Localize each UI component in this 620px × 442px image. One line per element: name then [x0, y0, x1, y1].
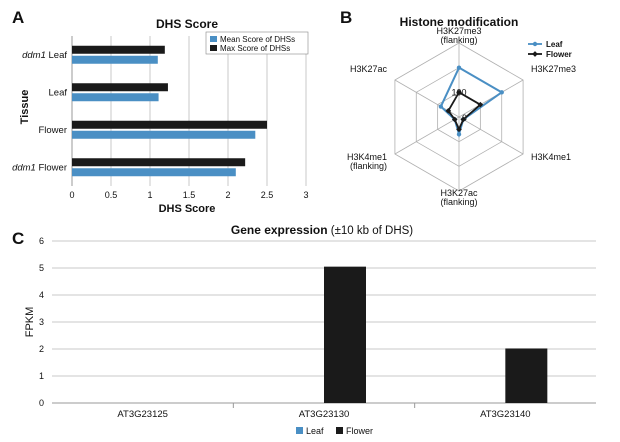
category-label: ddm1 Flower [12, 162, 67, 173]
radar-axis-label-line: (flanking) [440, 197, 477, 207]
category-label: Flower [38, 125, 67, 136]
bar-max-score [72, 45, 165, 54]
gene-expression-title-suffix: (±10 kb of DHS) [328, 225, 414, 237]
category-label-text: Flower [38, 125, 67, 136]
category-label-text: Leaf [46, 50, 67, 61]
radar-axis-label-line: (flanking) [440, 35, 477, 45]
y-tick-label: 0 [39, 398, 44, 408]
legend-swatch [296, 427, 303, 434]
legend-label: Leaf [546, 40, 563, 49]
bar-flower [324, 266, 366, 403]
category-label: Leaf [49, 87, 68, 98]
x-tick-label: 2 [225, 190, 230, 200]
y-tick-label: 5 [39, 263, 44, 273]
y-tick-label: 3 [39, 317, 44, 327]
fpkm-ylabel: FPKM [24, 307, 36, 338]
radar-axis-label-line: H3K27me3 [436, 26, 481, 36]
legend-label: Mean Score of DHSs [220, 35, 295, 44]
bar-mean-score [72, 55, 158, 64]
category-label-italic: ddm1 [12, 162, 36, 173]
radar-axis-label: H3K4me1 [531, 152, 571, 162]
radar-axis-label-line: H3K27ac [440, 188, 478, 198]
bar-flower [505, 348, 548, 403]
bar-mean-score [72, 130, 256, 139]
radar-point-flower [477, 101, 484, 108]
radar-axis-label: H3K4me1 (flanking) [347, 152, 387, 171]
x-tick-label: 0.5 [105, 190, 118, 200]
bar-max-score [72, 83, 168, 92]
gene-expression-title: Gene expression (±10 kb of DHS) [231, 223, 413, 237]
radar-axis-label-line: H3K27me3 [531, 64, 576, 74]
histone-radar-chart: Histone modification 0100H3K27me3(flanki… [347, 15, 576, 207]
panel-label-b: B [340, 8, 352, 27]
category-label: AT3G23140 [480, 409, 531, 420]
radar-point-leaf [438, 104, 444, 109]
legend-marker [532, 51, 538, 57]
bar-max-score [72, 120, 267, 129]
panel-label-a: A [12, 8, 24, 27]
category-label: ddm1 Leaf [22, 50, 67, 61]
radar-point-leaf [456, 132, 462, 137]
category-label: AT3G23125 [117, 409, 168, 420]
radar-point-flower [445, 108, 452, 114]
legend-label: Flower [346, 426, 373, 436]
y-tick-label: 4 [39, 290, 44, 300]
radar-axis-label-line: H3K4me1 [347, 152, 387, 162]
radar-axis-label: H3K27me3 [531, 64, 576, 74]
y-tick-label: 1 [39, 371, 44, 381]
radar-axis-label: H3K27ac [350, 64, 388, 74]
x-tick-label: 0 [69, 190, 74, 200]
legend-label: Leaf [306, 426, 324, 436]
bar-max-score [72, 158, 246, 167]
radar-spoke [458, 79, 524, 118]
bar-mean-score [72, 93, 159, 102]
radar-point-leaf [499, 90, 504, 95]
legend-box [205, 31, 309, 55]
panel-label-c: C [12, 229, 24, 248]
radar-axis-label-line: H3K4me1 [531, 152, 571, 162]
gene-expression-title-main: Gene expression [231, 223, 328, 237]
x-tick-label: 1.5 [183, 190, 196, 200]
legend-swatch [210, 36, 217, 42]
radar-spoke [458, 116, 524, 155]
y-tick-label: 6 [39, 236, 44, 246]
tissue-ylabel: Tissue [19, 90, 31, 125]
radar-point-flower [456, 89, 462, 96]
legend-swatch [336, 427, 343, 434]
legend-label: Max Score of DHSs [220, 44, 290, 53]
x-tick-label: 3 [303, 190, 308, 200]
dhs-score-xlabel: DHS Score [159, 203, 216, 215]
category-label-text: Leaf [49, 87, 68, 98]
radar-axis-label-line: H3K27ac [350, 64, 388, 74]
dhs-score-title: DHS Score [156, 17, 218, 31]
legend-marker [532, 41, 538, 47]
category-label: AT3G23130 [299, 409, 350, 420]
bar-mean-score [72, 168, 236, 177]
category-label-italic: ddm1 [22, 50, 46, 61]
legend-label: Flower [546, 50, 572, 59]
category-label-text: Flower [36, 162, 67, 173]
radar-point-flower [451, 116, 458, 123]
radar-axis-label: H3K27ac (flanking) [440, 188, 478, 207]
gene-expression-chart: Gene expression (±10 kb of DHS) FPKM 0 1 2… [24, 223, 596, 436]
x-tick-label: 2.5 [261, 190, 274, 200]
histone-title: Histone modification [400, 15, 519, 29]
radar-axis-label-line: (flanking) [350, 161, 387, 171]
x-tick-label: 1 [147, 190, 152, 200]
y-tick-label: 2 [39, 344, 44, 354]
radar-point-flower [460, 116, 467, 123]
radar-axis-label: H3K27me3 (flanking) [436, 26, 481, 45]
dhs-score-chart: DHS Score DHS Score Tissue 0 0.5 1 1.5 2 2.5 3… [12, 17, 308, 215]
radar-point-leaf [456, 65, 462, 70]
legend-swatch [210, 45, 217, 51]
radar-spoke [394, 116, 460, 155]
